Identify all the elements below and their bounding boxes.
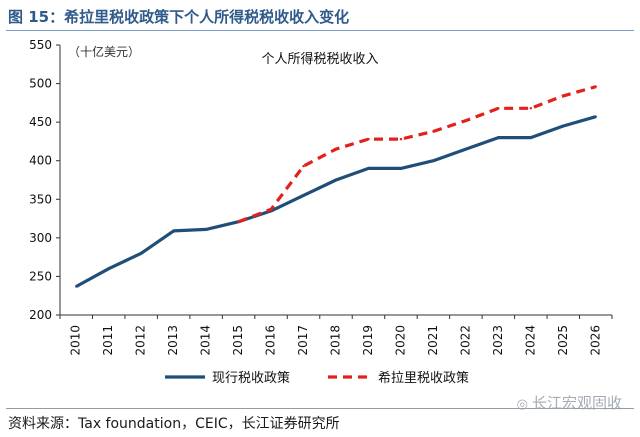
x-axis-ticks: 2010 2011 2012 2013 2014 2015 2016 2017 2018 2019… <box>59 315 613 356</box>
data-point-current-policy <box>497 136 500 139</box>
title-divider <box>6 30 634 31</box>
y-tick-label: 250 <box>29 269 52 283</box>
x-tick-label: 2023 <box>491 325 505 356</box>
x-tick-label: 2013 <box>166 325 180 356</box>
x-tick-label: 2010 <box>69 325 83 356</box>
chart-title: 个人所得税税收收入 <box>261 51 378 67</box>
data-point-clinton-policy <box>367 137 370 141</box>
data-point-current-policy <box>334 178 338 182</box>
data-point-clinton-policy <box>464 119 468 122</box>
x-tick-label: 2014 <box>199 325 213 356</box>
x-tick-label: 2021 <box>426 325 440 356</box>
x-tick-label: 2020 <box>393 325 407 356</box>
x-tick-label: 2019 <box>361 325 375 356</box>
x-tick-label: 2024 <box>523 325 537 356</box>
data-point-clinton-policy <box>302 164 305 168</box>
x-tick-label: 2026 <box>588 325 602 356</box>
data-point-current-policy <box>172 229 175 233</box>
data-point-current-policy <box>529 136 533 139</box>
data-point-current-policy <box>432 159 435 162</box>
data-point-current-policy <box>75 285 78 288</box>
y-axis-ticks: 200 250 300 350 400 450 500 550 <box>29 38 60 322</box>
data-point-current-policy <box>562 124 565 128</box>
x-tick-label: 2017 <box>296 325 310 356</box>
data-point-current-policy <box>464 147 468 151</box>
watermark: ◎ 长江宏观固收 <box>517 392 622 413</box>
legend: 现行税收政策 希拉里税收政策 <box>165 370 469 386</box>
y-tick-label: 350 <box>29 192 52 206</box>
data-point-clinton-policy <box>529 107 533 110</box>
legend-label-current-policy: 现行税收政策 <box>212 370 290 386</box>
y-tick-label: 400 <box>29 154 52 168</box>
x-tick-label: 2016 <box>264 325 278 356</box>
x-tick-label: 2011 <box>101 325 115 356</box>
wechat-icon: ◎ <box>516 397 528 412</box>
legend-label-clinton-policy: 希拉里税收政策 <box>378 370 469 386</box>
watermark-text: 长江宏观固收 <box>531 394 622 412</box>
data-point-current-policy <box>399 167 403 170</box>
data-point-current-policy <box>107 267 110 270</box>
data-point-clinton-policy <box>399 137 403 141</box>
data-point-current-policy <box>139 252 143 255</box>
series-line-clinton-policy <box>238 85 597 224</box>
data-point-current-policy <box>204 228 208 231</box>
y-tick-label: 450 <box>29 115 52 129</box>
data-point-clinton-policy <box>334 147 338 151</box>
data-point-clinton-policy <box>497 107 500 110</box>
series-lines <box>75 85 597 288</box>
series-line-current-policy <box>75 115 597 288</box>
y-tick-label: 300 <box>29 231 52 245</box>
data-point-current-policy <box>594 115 597 118</box>
x-tick-label: 2015 <box>231 325 245 356</box>
y-tick-label: 500 <box>29 77 52 91</box>
data-point-clinton-policy <box>594 85 597 88</box>
x-tick-label: 2025 <box>556 325 570 356</box>
data-point-current-policy <box>302 194 305 197</box>
x-tick-label: 2012 <box>134 325 148 356</box>
y-tick-label: 550 <box>29 38 52 52</box>
data-point-clinton-policy <box>562 94 565 98</box>
data-point-current-policy <box>367 167 370 170</box>
x-tick-label: 2018 <box>329 325 343 356</box>
y-unit-label: （十亿美元） <box>68 44 140 59</box>
figure-title: 图 15：希拉里税收政策下个人所得税税收收入变化 <box>8 8 350 26</box>
data-point-clinton-policy <box>269 208 273 211</box>
x-tick-label: 2022 <box>458 325 472 356</box>
data-point-clinton-policy <box>237 220 240 223</box>
chart-axes <box>59 45 612 316</box>
y-tick-label: 200 <box>29 308 52 322</box>
data-point-clinton-policy <box>432 130 435 133</box>
source-note: 资料来源：Tax foundation，CEIC，长江证券研究所 <box>8 416 340 432</box>
source-divider <box>6 408 634 409</box>
